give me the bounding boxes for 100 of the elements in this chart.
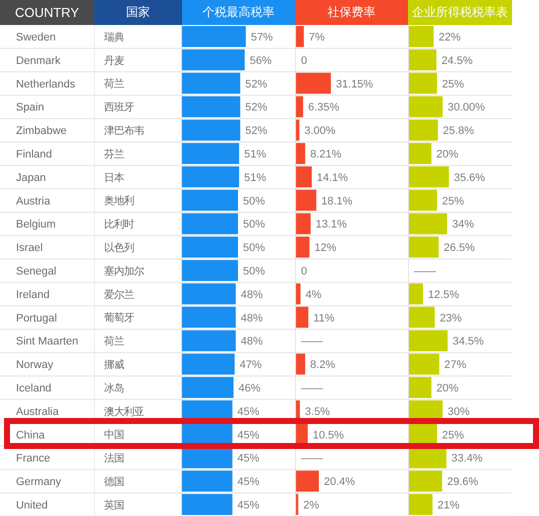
bar — [409, 166, 449, 188]
bar — [182, 424, 232, 445]
data-label: 45% — [237, 406, 260, 418]
data-label: 45% — [237, 429, 260, 442]
bar — [182, 376, 234, 398]
data-label: 48% — [240, 288, 263, 301]
y2-tick-label: 挪威 — [104, 358, 124, 371]
y2-tick-label: 瑞典 — [104, 31, 124, 44]
bar — [182, 236, 238, 258]
y2-tick-label: 冰岛 — [104, 382, 124, 394]
data-label: 50% — [243, 218, 266, 231]
data-label: 30.00% — [448, 102, 486, 114]
y2-tick-label: 以色列 — [104, 242, 134, 254]
y-tick-label: Germany — [16, 476, 62, 488]
y2-tick-label: 奥地利 — [104, 195, 134, 208]
bar — [409, 143, 432, 164]
data-label: 11% — [313, 312, 335, 324]
data-label: 48% — [240, 336, 263, 348]
bar — [409, 120, 438, 141]
bar — [182, 96, 240, 118]
y2-axis-title: 国家 — [94, 0, 182, 25]
bar — [182, 306, 236, 328]
y2-tick-label: 丹麦 — [104, 54, 124, 67]
bar — [409, 494, 433, 515]
data-label: 0 — [301, 266, 308, 278]
data-label: 52% — [245, 102, 268, 114]
data-label: 25% — [442, 78, 464, 90]
y-tick-label: Zimbabwe — [16, 125, 67, 138]
chart-title: 社保费率 — [295, 0, 408, 25]
data-label: 25.8% — [442, 125, 474, 138]
data-label: 7% — [308, 32, 325, 44]
bar — [296, 190, 316, 211]
bar — [296, 283, 300, 304]
data-label: 4% — [305, 288, 322, 301]
bar — [182, 494, 232, 515]
bar — [296, 120, 300, 141]
data-label: 23% — [440, 312, 462, 324]
y-tick-label: China — [16, 429, 46, 442]
data-label: 52% — [245, 78, 268, 90]
data-label: 50% — [243, 195, 266, 208]
bar — [182, 470, 232, 492]
y-tick-label: Spain — [16, 102, 44, 114]
bar — [182, 166, 240, 188]
data-label: 0 — [301, 54, 308, 67]
data-label: 45% — [237, 452, 260, 465]
bar — [409, 306, 435, 328]
y-tick-label: Ireland — [16, 288, 50, 301]
bar — [182, 447, 232, 468]
data-label: 47% — [240, 359, 262, 372]
bar — [409, 330, 448, 352]
bar — [182, 72, 240, 94]
data-label: 50% — [243, 242, 266, 254]
bar — [296, 166, 312, 188]
data-label: 13.1% — [316, 218, 348, 231]
y2-tick-label: 英国 — [104, 499, 124, 512]
bar — [182, 120, 240, 141]
data-label: 57% — [250, 32, 274, 44]
data-label: 45% — [237, 500, 260, 512]
data-label: 29.6% — [447, 476, 479, 488]
bar — [296, 213, 311, 234]
y2-tick-label: 塞内加尔 — [104, 265, 144, 278]
data-label: 45% — [237, 476, 260, 488]
y2-tick-label: 中国 — [104, 429, 124, 442]
text: —— — [414, 266, 436, 278]
data-label: 24.5% — [441, 54, 473, 67]
bar — [409, 213, 448, 234]
bar — [409, 354, 440, 375]
chart-title: 企业所得税税率表 — [408, 0, 512, 25]
data-label: 10.5% — [312, 429, 344, 442]
y-axis-title: COUNTRY — [0, 0, 94, 25]
data-label: 3.00% — [304, 125, 336, 138]
data-label: 50% — [243, 266, 266, 278]
data-label: 26.5% — [444, 242, 476, 254]
data-label: 30% — [448, 406, 470, 418]
data-label: 56% — [250, 54, 272, 67]
bar — [296, 424, 308, 445]
bar — [296, 470, 319, 492]
y-tick-label: Australia — [16, 406, 60, 418]
bar — [409, 283, 423, 304]
y-tick-label: Sweden — [16, 32, 56, 44]
y-tick-label: France — [16, 452, 50, 465]
bar — [409, 190, 437, 211]
bar — [182, 213, 238, 234]
data-label: 14.1% — [316, 172, 348, 184]
y-tick-label: Portugal — [16, 312, 57, 324]
data-label: 52% — [245, 125, 268, 138]
y2-tick-label: 德国 — [104, 476, 124, 488]
data-label: 51% — [244, 148, 266, 161]
y-tick-label: Belgium — [16, 218, 56, 231]
y2-tick-label: 比利时 — [104, 218, 134, 231]
y2-tick-label: 荷兰 — [104, 78, 124, 90]
bar — [182, 49, 245, 70]
y-tick-label: Japan — [16, 172, 46, 184]
y2-tick-label: 荷兰 — [104, 336, 124, 348]
y2-tick-label: 葡萄牙 — [104, 312, 134, 324]
data-label: 21% — [438, 500, 460, 512]
data-label: 20% — [436, 382, 459, 395]
data-label: 35.6% — [454, 172, 486, 184]
text: —— — [301, 452, 323, 465]
data-label: 8.21% — [310, 148, 342, 161]
